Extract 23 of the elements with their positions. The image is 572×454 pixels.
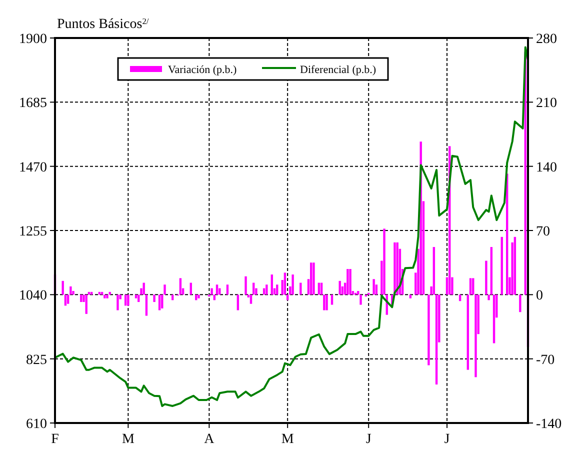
y2-tick-label: 210 — [536, 96, 557, 112]
legend-label: Diferencial (p.b.) — [300, 64, 376, 76]
y2-tick-label: -70 — [536, 352, 555, 368]
y-tick-label: 610 — [26, 417, 47, 432]
x-tick-label: M — [281, 432, 294, 447]
x-tick-label: J — [444, 432, 450, 447]
y2-tick-label: 0 — [536, 288, 543, 304]
y-tick-label: 1685 — [19, 96, 47, 112]
y2-tick-label: 280 — [536, 32, 557, 47]
y-tick-label: 1470 — [19, 160, 47, 176]
y-tick-label: 1040 — [19, 288, 47, 304]
y2-tick-label: -140 — [536, 417, 562, 432]
legend-label: Variación (p.b.) — [168, 64, 238, 76]
x-tick-label: J — [366, 432, 372, 447]
y-tick-label: 825 — [26, 352, 47, 368]
y-tick-label: 1900 — [19, 32, 47, 47]
y2-tick-label: 70 — [536, 224, 550, 240]
y-tick-label: 1255 — [19, 224, 47, 240]
y2-tick-label: 140 — [536, 160, 557, 176]
x-tick-label: A — [204, 432, 216, 447]
x-tick-label: F — [51, 432, 60, 447]
y-axis-title: Puntos Básicos$^{2/}$ — [57, 16, 150, 32]
x-tick-label: M — [122, 432, 135, 447]
